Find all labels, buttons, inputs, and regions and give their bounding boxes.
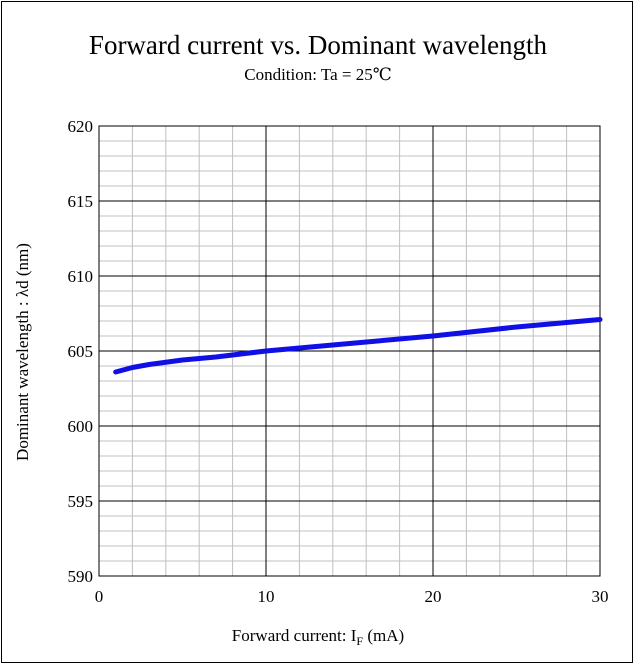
y-tick-label: 590 [68,567,94,586]
x-tick-label: 30 [592,587,609,606]
y-tick-label: 595 [68,492,94,511]
x-tick-labels: 0 10 20 30 [95,587,609,606]
y-tick-label: 620 [68,117,94,136]
x-tick-label: 20 [425,587,442,606]
major-gridlines [98,125,601,577]
y-tick-labels: 590 595 600 605 610 615 620 [68,117,94,586]
x-axis-label-subscript: F [356,634,363,648]
y-tick-label: 600 [68,417,94,436]
x-axis-label-unit: (mA) [363,626,404,645]
y-tick-label: 615 [68,192,94,211]
plot-area-border [98,125,601,577]
x-axis-label-main: Forward current: I [232,626,357,645]
x-axis-label: Forward current: IF (mA) [232,626,404,648]
chart-subtitle: Condition: Ta = 25℃ [244,65,392,84]
y-axis-label: Dominant wavelength : λd (nm) [13,243,32,461]
series-line [113,317,603,375]
y-tick-label: 605 [68,342,94,361]
series-layer [113,317,603,375]
y-tick-label: 610 [68,267,94,286]
chart-title: Forward current vs. Dominant wavelength [89,30,548,60]
x-tick-label: 0 [95,587,104,606]
x-tick-label: 10 [258,587,275,606]
